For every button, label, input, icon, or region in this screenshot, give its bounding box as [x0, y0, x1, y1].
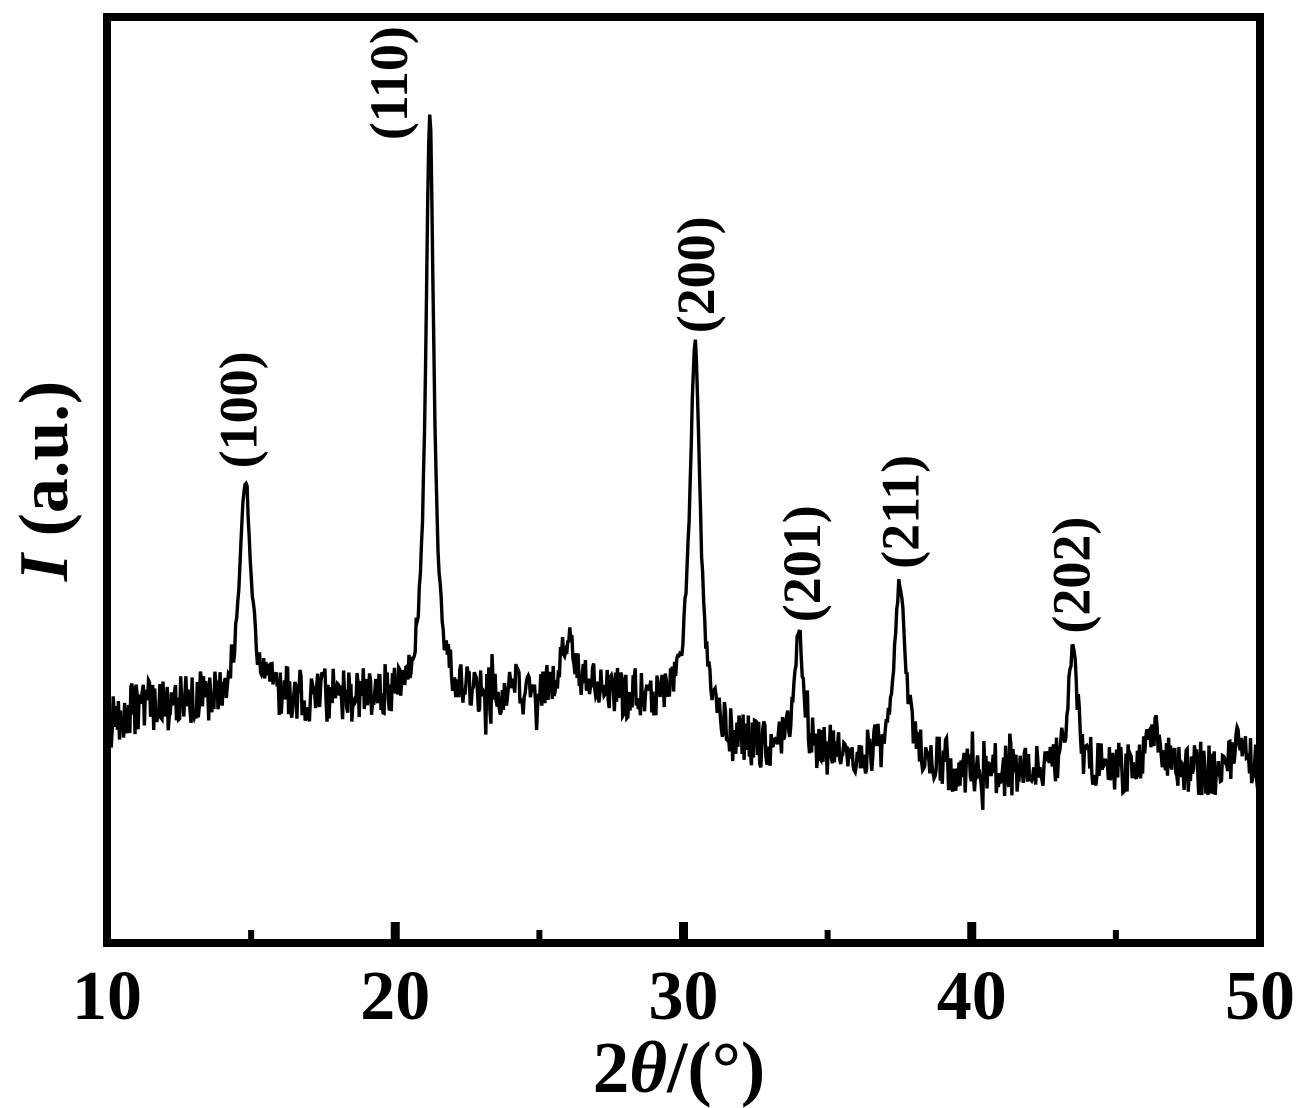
peak-label-200: (200) [666, 216, 726, 333]
peak-label-211: (211) [871, 455, 931, 569]
x-tick-minor [536, 930, 543, 939]
xrd-trace [111, 114, 1256, 810]
peak-label-110: (110) [359, 26, 419, 140]
peak-labels: (100) (110) (200) (201) (211) (202) [208, 26, 1101, 633]
plot-frame [103, 13, 1264, 947]
x-axis-title-number: 2 [592, 1027, 630, 1108]
x-tick-label: 10 [72, 958, 142, 1035]
peak-label-202: (202) [1042, 517, 1102, 634]
peak-label-100: (100) [208, 351, 268, 468]
x-tick-label: 40 [936, 958, 1007, 1035]
x-axis-ticks [248, 922, 1119, 939]
x-tick-minor [248, 930, 255, 939]
x-tick-major [390, 922, 400, 939]
peak-label-201: (201) [772, 505, 832, 622]
x-tick-label: 50 [1225, 958, 1295, 1035]
x-tick-major [679, 922, 688, 939]
y-axis-title-symbol: I [6, 553, 83, 582]
x-axis-title-theta: θ [629, 1027, 668, 1108]
x-axis-title-units: /(°) [667, 1027, 766, 1108]
y-axis-title-units: (a.u.) [6, 380, 83, 554]
x-tick-minor [1112, 930, 1119, 939]
x-axis-title: 2θ/(°) [593, 1031, 765, 1104]
y-axis-title: I (a.u.) [6, 381, 83, 581]
x-tick-label: 20 [360, 958, 431, 1035]
x-tick-major [967, 922, 977, 939]
x-tick-label: 30 [648, 958, 719, 1035]
x-tick-minor [824, 930, 831, 939]
